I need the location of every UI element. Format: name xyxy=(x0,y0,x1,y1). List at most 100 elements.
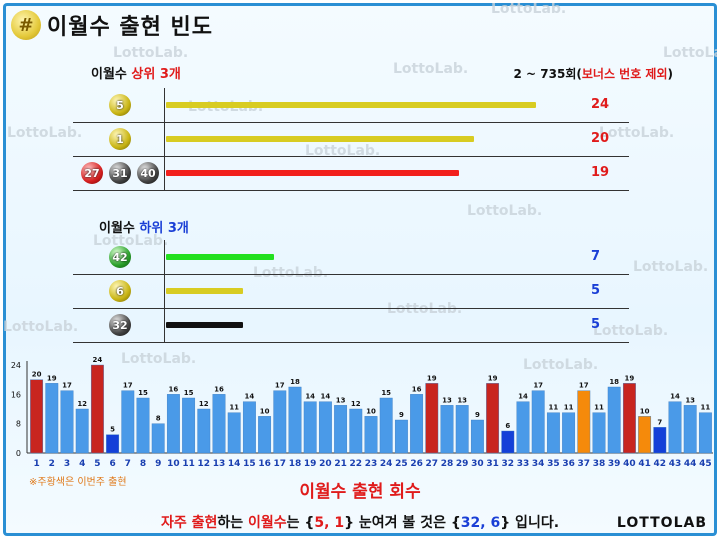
x-tick-label: 26 xyxy=(410,459,423,469)
data-label: 10 xyxy=(260,407,270,415)
bar xyxy=(531,390,545,454)
count-value: 5 xyxy=(591,283,601,298)
x-tick-label: 8 xyxy=(140,459,146,469)
header: # 이월수 출현 빈도 xyxy=(11,9,213,41)
bar xyxy=(30,379,44,454)
range-text: 2 ~ 735회 xyxy=(513,67,577,81)
watermark: LottoLab. xyxy=(3,319,79,335)
x-tick-label: 25 xyxy=(395,459,408,469)
y-tick-label: 8 xyxy=(16,420,21,429)
x-tick-label: 34 xyxy=(532,459,545,469)
watermark: LottoLab. xyxy=(7,125,83,141)
bar xyxy=(516,401,530,454)
bar xyxy=(455,405,469,454)
bar xyxy=(501,430,515,454)
count-bar xyxy=(166,288,244,294)
row-axis xyxy=(164,122,165,156)
ranking-row: 42 7 xyxy=(73,240,629,275)
x-tick-label: 19 xyxy=(304,459,317,469)
x-tick-label: 1 xyxy=(33,459,39,469)
lotto-logo-icon: # xyxy=(11,10,41,40)
lotto-ball: 40 xyxy=(137,162,159,184)
bar xyxy=(318,401,332,454)
data-label: 11 xyxy=(594,404,604,412)
data-label: 12 xyxy=(77,400,87,408)
footer-part: 하는 xyxy=(217,515,249,531)
x-tick-label: 3 xyxy=(64,459,70,469)
watermark: LottoLab. xyxy=(593,323,669,339)
watermark: LottoLab. xyxy=(633,259,709,275)
bar xyxy=(607,386,621,454)
data-label: 15 xyxy=(381,389,391,397)
x-tick-label: 37 xyxy=(578,459,591,469)
bar xyxy=(212,394,226,454)
x-tick-label: 9 xyxy=(155,459,161,469)
count-value: 19 xyxy=(591,165,610,180)
bar xyxy=(197,408,211,454)
lotto-ball: 32 xyxy=(109,314,131,336)
bar xyxy=(546,412,560,454)
y-tick-label: 16 xyxy=(11,390,21,399)
data-label: 12 xyxy=(199,400,209,408)
data-label: 12 xyxy=(351,400,361,408)
bar xyxy=(151,423,165,454)
count-value: 24 xyxy=(591,97,610,112)
label-prefix: 이월수 xyxy=(99,221,140,236)
page-title: 이월수 출현 빈도 xyxy=(47,15,213,40)
x-tick-label: 18 xyxy=(289,459,302,469)
data-label: 16 xyxy=(412,385,422,393)
bar xyxy=(698,412,712,454)
data-label: 10 xyxy=(366,407,376,415)
y-tick-label: 24 xyxy=(11,361,21,370)
watermark: LottoLab. xyxy=(121,351,197,367)
watermark: LottoLab. xyxy=(599,125,675,141)
count-value: 5 xyxy=(591,317,601,332)
bar xyxy=(106,434,120,454)
x-tick-label: 30 xyxy=(471,459,484,469)
bar xyxy=(622,383,636,454)
ranking-row: 32 5 xyxy=(73,308,629,343)
data-label: 11 xyxy=(564,404,574,412)
bar xyxy=(379,397,393,454)
data-label: 19 xyxy=(427,374,437,382)
data-label: 11 xyxy=(229,404,239,412)
x-tick-label: 6 xyxy=(109,459,115,469)
data-label: 15 xyxy=(184,389,194,397)
x-tick-label: 44 xyxy=(684,459,697,469)
bar xyxy=(136,397,150,454)
brand-label: LOTTOLAB xyxy=(616,515,707,531)
bar xyxy=(683,405,697,454)
footer-part: 5, 1 xyxy=(314,515,345,531)
data-label: 10 xyxy=(640,407,650,415)
bar xyxy=(90,364,104,454)
bar xyxy=(227,412,241,454)
data-label: 14 xyxy=(321,393,331,401)
x-tick-label: 27 xyxy=(426,459,439,469)
bar xyxy=(653,427,667,454)
footer-part: 자주 출현 xyxy=(160,515,218,531)
x-tick-label: 35 xyxy=(547,459,560,469)
data-label: 11 xyxy=(549,404,559,412)
ranking-row: 1 20 xyxy=(73,122,629,157)
x-tick-label: 42 xyxy=(654,459,667,469)
bar xyxy=(273,390,287,454)
data-label: 19 xyxy=(625,374,635,382)
data-label: 16 xyxy=(169,385,179,393)
watermark: LottoLab. xyxy=(305,143,381,159)
data-label: 20 xyxy=(32,371,42,379)
data-label: 14 xyxy=(518,393,528,401)
count-bar xyxy=(166,254,274,260)
row-axis xyxy=(164,156,165,190)
data-label: 6 xyxy=(505,422,510,430)
data-label: 13 xyxy=(336,396,346,404)
bar xyxy=(45,383,59,454)
data-label: 17 xyxy=(533,382,543,390)
data-label: 13 xyxy=(685,396,695,404)
count-bar xyxy=(166,136,475,142)
chart-title: 이월수 출현 회수 xyxy=(299,482,421,502)
x-tick-label: 32 xyxy=(502,459,515,469)
bar xyxy=(638,416,652,454)
watermark: LottoLab. xyxy=(663,45,717,61)
footer-part: 는 { xyxy=(286,515,315,531)
